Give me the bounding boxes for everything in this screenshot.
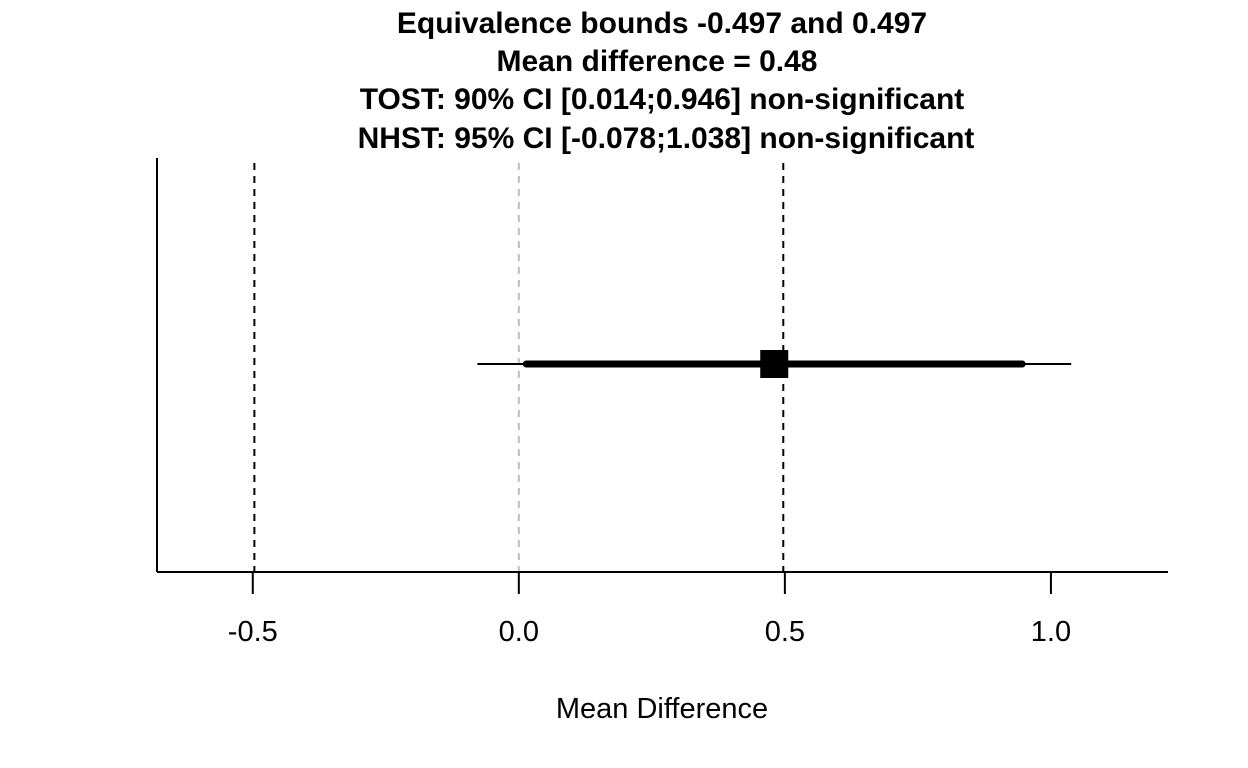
x-tick-label: 1.0 (1031, 616, 1071, 648)
x-tick-label: 0.5 (765, 616, 805, 648)
x-axis-ticks: -0.5 0.0 0.5 1.0 (228, 572, 1071, 648)
x-axis-title: Mean Difference (556, 693, 768, 725)
x-tick-label: -0.5 (228, 616, 278, 648)
title-line-1: Equivalence bounds -0.497 and 0.497 (397, 7, 927, 40)
title-line-2: Mean difference = 0.48 (497, 45, 818, 78)
title-line-3: TOST: 90% CI [0.014;0.946] non-significa… (360, 83, 965, 116)
x-tick-label: 0.0 (499, 616, 539, 648)
reference-lines (253, 163, 785, 572)
title-line-4: NHST: 95% CI [-0.078;1.038] non-signific… (358, 122, 975, 155)
chart-title: Equivalence bounds -0.497 and 0.497 Mean… (358, 7, 975, 155)
confidence-intervals (477, 350, 1072, 378)
mean-difference-point (760, 350, 789, 378)
